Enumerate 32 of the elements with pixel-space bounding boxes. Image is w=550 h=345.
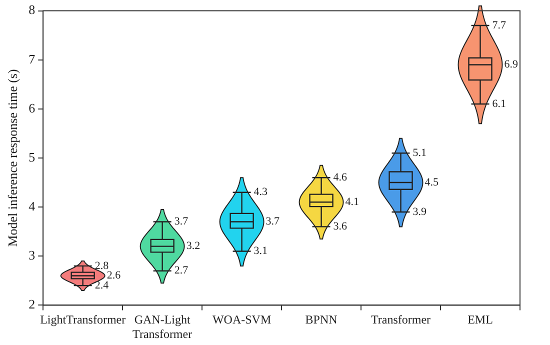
annotation: 3.9 (412, 206, 428, 218)
annotation: 4.5 (424, 176, 440, 188)
annotation: 7.7 (492, 19, 507, 32)
annotation: 4.1 (345, 196, 360, 208)
annotation: 6.9 (504, 58, 519, 71)
annotation: 2.7 (174, 264, 189, 277)
y-tick-label: 5 (28, 149, 36, 164)
annotation: 3.7 (266, 216, 280, 228)
y-tick-label: 3 (28, 248, 36, 263)
annotation: 3.1 (254, 245, 268, 258)
x-tick-label: GAN-Light Transformer (132, 312, 192, 341)
annotation: 5.1 (412, 146, 427, 159)
x-tick-label: LightTransformer (40, 312, 126, 327)
x-tick-label: EML (468, 312, 493, 327)
y-tick-label: 8 (28, 2, 36, 18)
annotation: 4.6 (333, 172, 348, 184)
y-axis-title: Model inference response time (s) (5, 69, 20, 247)
y-tick-label: 7 (28, 51, 36, 66)
y-tick-label: 6 (28, 100, 36, 116)
x-tick-label: Transformer (370, 312, 431, 327)
annotation: 2.6 (106, 270, 122, 282)
y-tick-label: 4 (28, 198, 36, 214)
x-tick-label: WOA-SVM (212, 312, 272, 327)
annotation: 3.2 (186, 240, 200, 252)
annotation: 6.1 (492, 98, 506, 110)
annotation: 2.8 (94, 260, 110, 272)
annotation: 4.3 (254, 186, 268, 198)
annotation: 3.7 (174, 216, 189, 228)
y-tick-label: 2 (28, 296, 36, 312)
x-tick-label: BPNN (305, 312, 338, 327)
annotation: 2.4 (94, 279, 110, 292)
annotation: 3.6 (333, 220, 348, 233)
